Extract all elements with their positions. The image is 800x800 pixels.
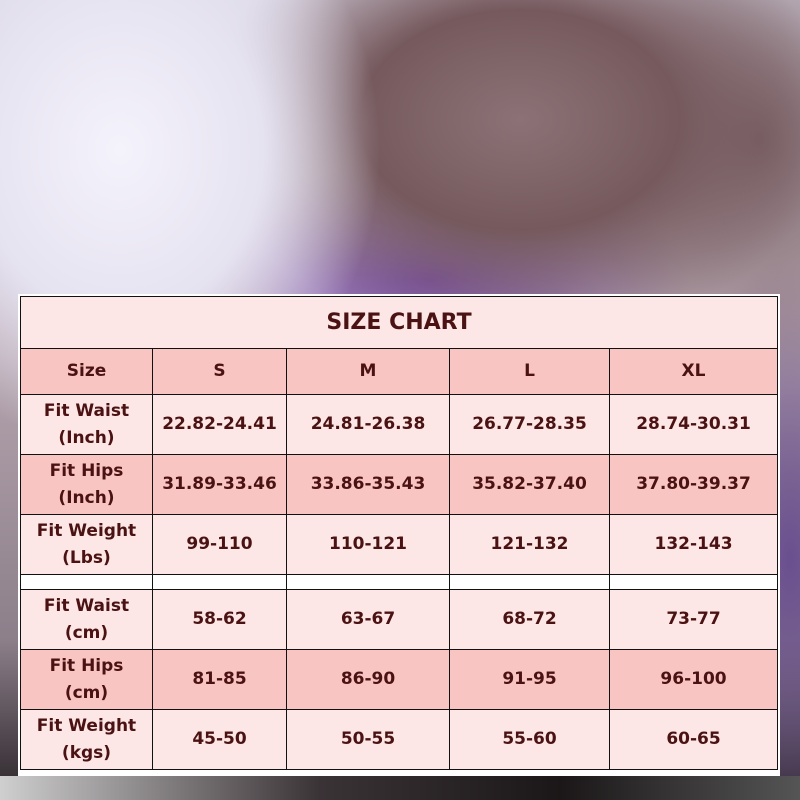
table-row: Fit Weight (kgs) 45-50 50-55 55-60 60-65 bbox=[20, 709, 779, 770]
value-cell: 63-67 bbox=[286, 589, 450, 650]
value-cell: 73-77 bbox=[608, 589, 779, 650]
value-cell: 110-121 bbox=[286, 514, 450, 575]
size-chart-title: SIZE CHART bbox=[19, 296, 779, 349]
header-row: Size S M L XL bbox=[20, 348, 779, 395]
value-cell: 22.82-24.41 bbox=[152, 394, 287, 455]
spacer-cell bbox=[449, 574, 610, 590]
value-cell: 60-65 bbox=[608, 709, 779, 770]
value-cell: 37.80-39.37 bbox=[608, 454, 779, 515]
header-cell: XL bbox=[608, 348, 779, 395]
value-cell: 81-85 bbox=[152, 649, 287, 710]
spacer-cell bbox=[152, 574, 287, 590]
row-unit: (Lbs) bbox=[62, 547, 111, 568]
row-label: Fit Hips bbox=[49, 460, 124, 481]
header-cell: M bbox=[286, 348, 450, 395]
value-cell: 68-72 bbox=[449, 589, 610, 650]
row-label-cell: Fit Waist (cm) bbox=[20, 589, 153, 650]
table-row: Fit Hips (cm) 81-85 86-90 91-95 96-100 bbox=[20, 649, 779, 710]
row-label-cell: Fit Waist (Inch) bbox=[20, 394, 153, 455]
row-label-cell: Fit Weight (Lbs) bbox=[20, 514, 153, 575]
spacer-row bbox=[20, 574, 779, 590]
value-cell: 96-100 bbox=[608, 649, 779, 710]
value-cell: 132-143 bbox=[608, 514, 779, 575]
spacer-cell bbox=[286, 574, 450, 590]
spacer-cell bbox=[20, 574, 153, 590]
value-cell: 99-110 bbox=[152, 514, 287, 575]
row-unit: (Inch) bbox=[58, 487, 115, 508]
value-cell: 45-50 bbox=[152, 709, 287, 770]
row-label: Fit Waist bbox=[43, 595, 130, 616]
value-cell: 35.82-37.40 bbox=[449, 454, 610, 515]
row-label: Fit Weight bbox=[36, 520, 137, 541]
header-cell: L bbox=[449, 348, 610, 395]
photo-bottom-strip bbox=[0, 776, 800, 800]
value-cell: 24.81-26.38 bbox=[286, 394, 450, 455]
value-cell: 33.86-35.43 bbox=[286, 454, 450, 515]
row-label-cell: Fit Hips (cm) bbox=[20, 649, 153, 710]
row-unit: (Inch) bbox=[58, 427, 115, 448]
row-unit: (cm) bbox=[64, 682, 109, 703]
size-chart-table: SIZE CHART Size S M L XL Fit Waist (Inch)… bbox=[19, 296, 779, 770]
value-cell: 55-60 bbox=[449, 709, 610, 770]
value-cell: 28.74-30.31 bbox=[608, 394, 779, 455]
table-row: Fit Waist (cm) 58-62 63-67 68-72 73-77 bbox=[20, 589, 779, 650]
row-unit: (cm) bbox=[64, 622, 109, 643]
row-unit: (kgs) bbox=[61, 742, 112, 763]
value-cell: 26.77-28.35 bbox=[449, 394, 610, 455]
value-cell: 121-132 bbox=[449, 514, 610, 575]
table-row: Fit Waist (Inch) 22.82-24.41 24.81-26.38 26.… bbox=[20, 394, 779, 455]
value-cell: 86-90 bbox=[286, 649, 450, 710]
table-row: Fit Weight (Lbs) 99-110 110-121 121-132 132-1… bbox=[20, 514, 779, 575]
header-cell: Size bbox=[20, 348, 153, 395]
table-row: Fit Hips (Inch) 31.89-33.46 33.86-35.43 35.8… bbox=[20, 454, 779, 515]
value-cell: 31.89-33.46 bbox=[152, 454, 287, 515]
spacer-cell bbox=[608, 574, 779, 590]
value-cell: 58-62 bbox=[152, 589, 287, 650]
row-label: Fit Waist bbox=[43, 400, 130, 421]
row-label: Fit Weight bbox=[36, 715, 137, 736]
header-cell: S bbox=[152, 348, 287, 395]
row-label-cell: Fit Hips (Inch) bbox=[20, 454, 153, 515]
row-label-cell: Fit Weight (kgs) bbox=[20, 709, 153, 770]
row-label: Fit Hips bbox=[49, 655, 124, 676]
value-cell: 50-55 bbox=[286, 709, 450, 770]
value-cell: 91-95 bbox=[449, 649, 610, 710]
